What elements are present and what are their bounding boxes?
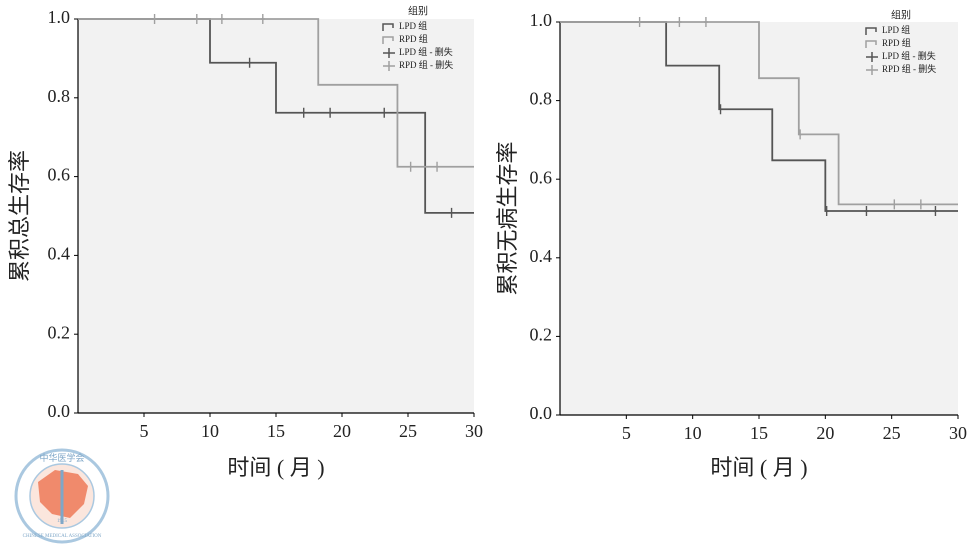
survival-curve — [560, 21, 958, 206]
x-tick-label: 30 — [465, 421, 483, 441]
y-tick-label: 0.4 — [530, 246, 553, 266]
censor-mark — [637, 17, 642, 27]
y-axis-label: 累积无病生存率 — [495, 141, 520, 295]
censor-mark — [933, 206, 938, 217]
legend-label: LPD 组 — [882, 24, 910, 35]
censor-mark — [219, 14, 224, 24]
censor-mark — [382, 107, 387, 118]
logo: 中华医学会 CHINESE MEDICAL ASSOCIATION 1915 — [14, 448, 110, 544]
legend-swatch — [382, 23, 394, 31]
legend-label: LPD 组 - 删失 — [399, 46, 453, 57]
legend-swatch — [866, 52, 878, 62]
y-tick-label: 0.2 — [48, 322, 71, 342]
x-tick-label: 20 — [333, 421, 351, 441]
x-tick-label: 25 — [883, 423, 901, 443]
x-tick-label: 15 — [267, 421, 285, 441]
legend-label: RPD 组 — [399, 33, 428, 44]
censor-mark — [892, 199, 897, 210]
y-tick-label: 0.6 — [48, 165, 71, 185]
censor-mark — [301, 107, 306, 118]
legend-swatch — [865, 40, 877, 48]
legend-swatch — [382, 36, 394, 44]
censor-mark — [824, 206, 829, 217]
censor-mark — [798, 129, 803, 140]
y-tick-label: 0.0 — [48, 401, 71, 421]
censor-mark — [677, 17, 682, 27]
legend-title: 组别 — [408, 4, 428, 17]
x-tick-label: 20 — [816, 423, 834, 443]
y-tick-label: 0.2 — [530, 325, 553, 345]
censor-mark — [718, 104, 723, 115]
y-tick-label: 0.4 — [48, 244, 71, 264]
censor-mark — [449, 207, 454, 218]
chart: 0.0 0.2 0.4 0.6 0.8 1.0 5 10 15 20 25 30 时间 ( 月 ) 累积无… — [495, 8, 967, 480]
censor-mark — [435, 161, 440, 172]
x-axis-label: 时间 ( 月 ) — [710, 455, 807, 480]
y-tick-label: 1.0 — [530, 10, 553, 30]
censor-mark — [247, 57, 252, 68]
legend-swatch — [383, 48, 395, 58]
legend-label: RPD 组 - 删失 — [399, 59, 453, 70]
censor-mark — [260, 14, 265, 24]
x-tick-label: 5 — [140, 421, 149, 441]
censor-mark — [152, 14, 157, 24]
y-tick-label: 0.6 — [530, 167, 553, 187]
chart: 0.0 0.2 0.4 0.6 0.8 1.0 5 10 15 20 25 30 时间 ( 月 ) 累积总… — [7, 4, 483, 480]
legend-title: 组别 — [891, 8, 911, 21]
legend-label: RPD 组 — [882, 37, 911, 48]
legend-swatch — [383, 61, 395, 71]
legend-label: RPD 组 - 删失 — [882, 63, 936, 74]
censor-mark — [918, 199, 923, 210]
censor-mark — [408, 161, 413, 172]
x-tick-label: 10 — [684, 423, 702, 443]
x-tick-label: 15 — [750, 423, 768, 443]
y-axis-label: 累积总生存率 — [7, 150, 32, 282]
legend-label: LPD 组 — [399, 20, 427, 31]
y-tick-label: 0.8 — [48, 86, 71, 106]
survival-curve — [560, 21, 958, 212]
legend-label: LPD 组 - 删失 — [882, 50, 936, 61]
logo-year: 1915 — [57, 519, 68, 524]
y-tick-label: 0.8 — [530, 89, 553, 109]
logo-english: CHINESE MEDICAL ASSOCIATION — [23, 534, 102, 539]
survival-curve — [78, 18, 474, 214]
x-tick-label: 10 — [201, 421, 219, 441]
x-tick-label: 5 — [622, 423, 631, 443]
x-tick-label: 25 — [399, 421, 417, 441]
x-axis-label: 时间 ( 月 ) — [227, 455, 324, 480]
censor-mark — [328, 107, 333, 118]
plot-area — [560, 22, 958, 415]
y-tick-label: 0.0 — [530, 403, 553, 423]
legend-swatch — [866, 65, 878, 75]
y-tick-label: 1.0 — [48, 7, 71, 27]
censor-mark — [194, 14, 199, 24]
censor-mark — [703, 17, 708, 27]
legend-swatch — [865, 27, 877, 35]
censor-mark — [864, 206, 869, 217]
x-tick-label: 30 — [949, 423, 967, 443]
logo-name: 中华医学会 — [39, 452, 84, 463]
